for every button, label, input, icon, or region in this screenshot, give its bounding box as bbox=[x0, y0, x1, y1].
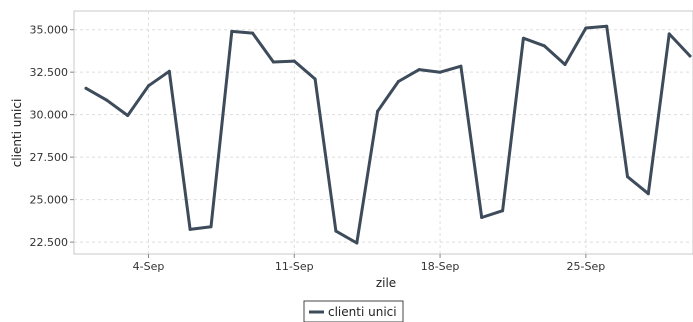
data-point bbox=[521, 36, 525, 40]
y-tick-label: 35.000 bbox=[30, 24, 69, 37]
data-point bbox=[667, 32, 671, 36]
legend-box bbox=[303, 300, 404, 322]
x-tick-label: 4-Sep bbox=[133, 260, 165, 273]
x-tick-label: 11-Sep bbox=[275, 260, 314, 273]
data-point bbox=[584, 26, 588, 30]
data-point bbox=[167, 69, 171, 73]
data-point bbox=[126, 114, 130, 117]
data-point bbox=[84, 86, 88, 90]
y-tick-label: 27.500 bbox=[30, 151, 69, 164]
y-axis-title: clienti unici bbox=[10, 99, 24, 168]
data-point bbox=[271, 60, 275, 64]
data-point bbox=[376, 109, 380, 113]
y-tick-label: 32.500 bbox=[30, 66, 69, 79]
data-point bbox=[688, 54, 692, 58]
data-point bbox=[438, 70, 442, 74]
data-point bbox=[605, 24, 609, 28]
data-point bbox=[334, 229, 338, 233]
data-point bbox=[646, 192, 650, 196]
data-point bbox=[542, 44, 546, 48]
series-line-clienti-unici bbox=[84, 24, 692, 245]
data-point bbox=[251, 31, 255, 35]
plot-area bbox=[73, 10, 693, 255]
data-point bbox=[105, 98, 109, 102]
data-point bbox=[396, 80, 400, 83]
grid bbox=[74, 11, 693, 254]
x-axis-title: zile bbox=[376, 276, 396, 290]
data-point bbox=[355, 241, 359, 245]
legend-label-clienti-unici: clienti unici bbox=[328, 305, 397, 319]
x-tick-label: 25-Sep bbox=[567, 260, 606, 273]
data-point bbox=[626, 175, 629, 179]
data-point bbox=[417, 68, 421, 72]
data-point bbox=[480, 216, 484, 219]
x-tick-label: 18-Sep bbox=[421, 260, 460, 273]
legend: clienti unici bbox=[303, 300, 404, 322]
data-points bbox=[84, 24, 692, 245]
data-point bbox=[501, 209, 505, 213]
data-point bbox=[313, 77, 317, 81]
data-point bbox=[292, 59, 296, 63]
data-point bbox=[147, 84, 150, 88]
y-tick-label: 22.500 bbox=[30, 236, 69, 249]
y-tick-label: 25.000 bbox=[30, 194, 69, 207]
data-point bbox=[230, 29, 234, 33]
data-point bbox=[459, 64, 463, 68]
data-point bbox=[188, 227, 192, 231]
y-axis: 22.500 25.000 27.500 30.000 32.500 35.000 bbox=[30, 24, 74, 249]
x-axis: 4-Sep 11-Sep 18-Sep 25-Sep bbox=[133, 254, 606, 273]
data-point bbox=[563, 63, 567, 66]
y-tick-label: 30.000 bbox=[30, 109, 69, 122]
data-point bbox=[209, 225, 213, 229]
